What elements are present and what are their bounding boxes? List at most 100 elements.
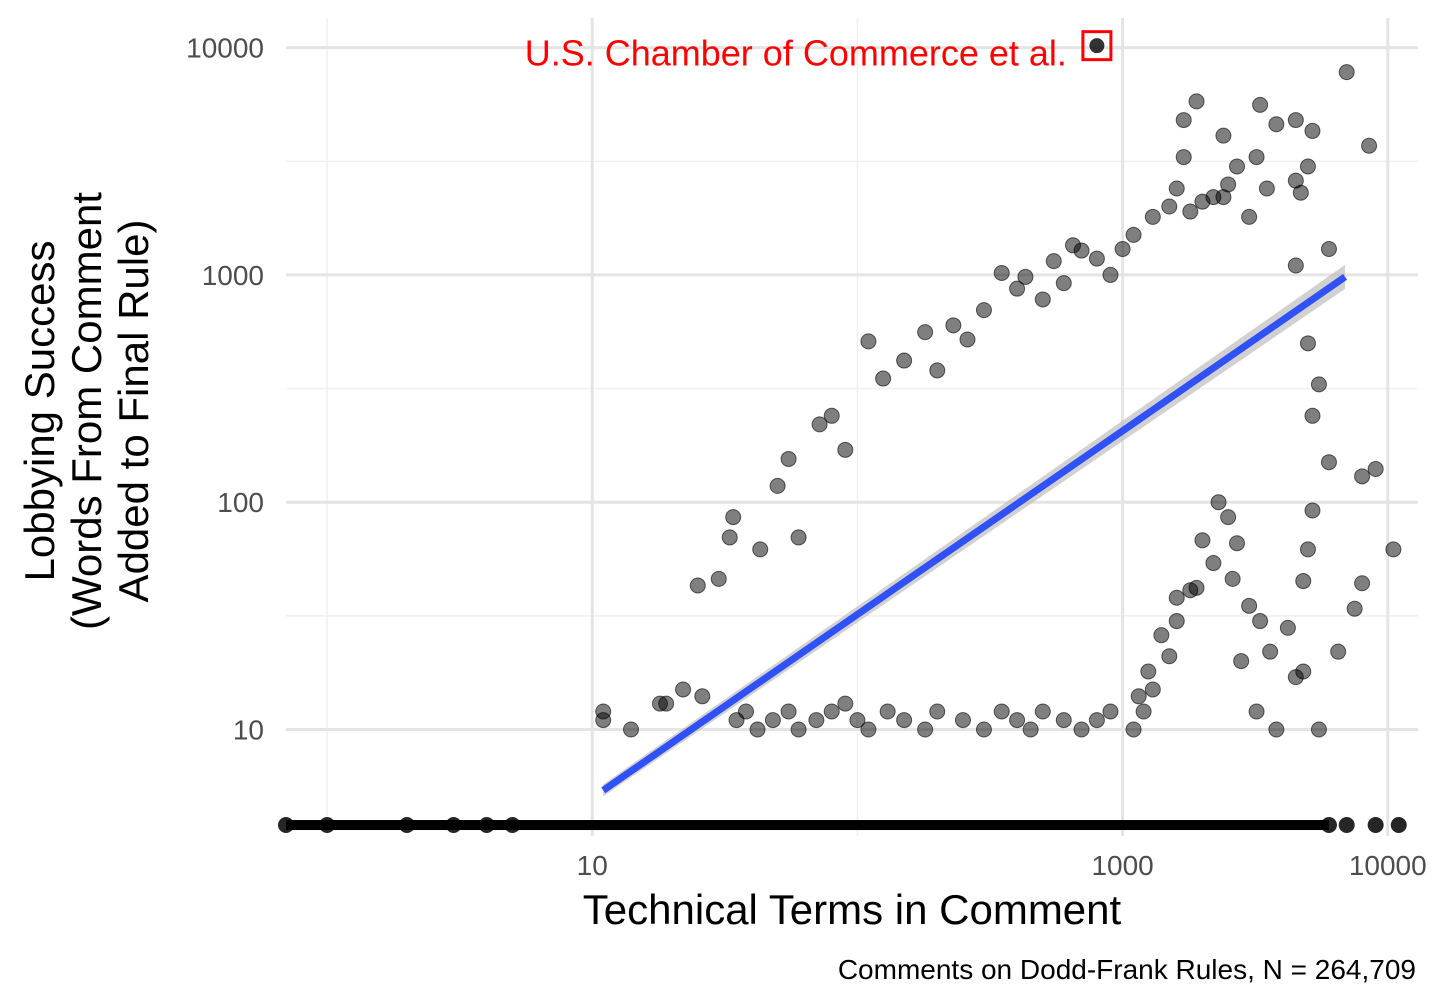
y-axis-title-line-1: Lobbying Success <box>16 241 63 582</box>
data-point-68 <box>1320 454 1337 471</box>
data-point-119 <box>860 721 877 738</box>
data-point-125 <box>780 703 797 720</box>
data-point-20 <box>896 352 913 369</box>
data-point-61 <box>1338 64 1355 81</box>
data-point-95 <box>1295 663 1312 680</box>
data-point-46 <box>1241 208 1258 225</box>
data-point-30 <box>1045 253 1062 270</box>
data-point-62 <box>1361 137 1378 154</box>
data-point-117 <box>896 712 913 729</box>
zero-band-strip <box>286 820 1329 831</box>
data-point-92 <box>1125 721 1142 738</box>
data-point-33 <box>1073 242 1090 259</box>
data-point-84 <box>1220 509 1237 526</box>
data-point-55 <box>1175 149 1192 166</box>
data-point-14 <box>790 529 807 546</box>
data-point-111 <box>1009 712 1026 729</box>
data-point-37 <box>1125 226 1142 243</box>
data-point-47 <box>1258 180 1275 197</box>
data-point-27 <box>1009 280 1026 297</box>
data-point-59 <box>1287 112 1304 129</box>
fit-line-group <box>601 264 1348 797</box>
data-point-15 <box>811 416 828 433</box>
data-point-48 <box>1268 116 1285 133</box>
y-axis-ticks: 10 100 1000 10000 <box>186 33 264 746</box>
data-point-10 <box>689 577 706 594</box>
data-point-54 <box>1215 127 1232 144</box>
data-point-122 <box>823 703 840 720</box>
data-point-109 <box>1034 703 1051 720</box>
data-point-12 <box>769 477 786 494</box>
data-point-19 <box>875 370 892 387</box>
data-point-31 <box>1055 275 1072 292</box>
data-point-5 <box>658 695 675 712</box>
data-point-24 <box>959 331 976 348</box>
zero-band-point-7 <box>1338 817 1355 834</box>
data-point-73 <box>1367 460 1384 477</box>
zero-outcome-band <box>278 817 1407 834</box>
data-point-13 <box>780 450 797 467</box>
data-point-25 <box>975 302 992 319</box>
y-tick-label-1: 100 <box>217 487 264 518</box>
data-point-28 <box>1017 268 1034 285</box>
data-point-104 <box>1130 688 1147 705</box>
data-point-107 <box>1073 721 1090 738</box>
y-axis-title: Lobbying Success (Words From Comment Add… <box>16 192 157 630</box>
highlight-label: U.S. Chamber of Commerce et al. <box>525 33 1067 74</box>
data-point-91 <box>1135 703 1152 720</box>
fit-line <box>601 274 1348 794</box>
grid <box>286 18 1418 836</box>
data-point-124 <box>790 721 807 738</box>
data-point-9 <box>725 509 742 526</box>
y-tick-label-2: 1000 <box>202 260 264 291</box>
highlight-group: U.S. Chamber of Commerce et al. <box>525 30 1113 74</box>
data-point-89 <box>1161 648 1178 665</box>
data-point-96 <box>1252 613 1269 630</box>
data-points <box>595 64 1402 738</box>
zero-band-point-5 <box>504 817 521 834</box>
data-point-57 <box>1175 112 1192 129</box>
data-point-74 <box>1385 541 1402 558</box>
data-point-116 <box>917 721 934 738</box>
data-point-8 <box>721 529 738 546</box>
data-point-97 <box>1241 597 1258 614</box>
data-point-70 <box>1299 541 1316 558</box>
data-point-50 <box>1292 184 1309 201</box>
data-point-40 <box>1168 180 1185 197</box>
data-point-76 <box>1346 600 1363 617</box>
data-point-121 <box>837 695 854 712</box>
data-point-102 <box>1153 627 1170 644</box>
data-point-112 <box>993 703 1010 720</box>
data-point-113 <box>975 721 992 738</box>
data-point-78 <box>1310 721 1327 738</box>
data-point-93 <box>1279 619 1296 636</box>
zero-band-point-4 <box>478 817 495 834</box>
data-point-85 <box>1210 494 1227 511</box>
data-point-22 <box>929 362 946 379</box>
data-point-129 <box>728 712 745 729</box>
data-point-2 <box>623 721 640 738</box>
data-point-29 <box>1034 291 1051 308</box>
highlight-point <box>1089 38 1105 54</box>
data-point-77 <box>1330 643 1347 660</box>
data-point-56 <box>1188 93 1205 110</box>
zero-band-point-2 <box>398 817 415 834</box>
data-point-21 <box>917 324 934 341</box>
data-point-39 <box>1161 198 1178 215</box>
x-axis-title: Technical Terms in Comment <box>583 886 1122 933</box>
data-point-108 <box>1055 712 1072 729</box>
x-tick-label-0: 10 <box>577 850 608 881</box>
data-point-101 <box>1168 589 1185 606</box>
data-point-105 <box>1102 703 1119 720</box>
data-point-88 <box>1168 613 1185 630</box>
data-point-120 <box>849 712 866 729</box>
data-point-118 <box>879 703 896 720</box>
data-point-81 <box>1248 703 1265 720</box>
data-point-98 <box>1224 570 1241 587</box>
data-point-66 <box>1310 376 1327 393</box>
data-point-18 <box>860 333 877 350</box>
data-point-100 <box>1188 579 1205 596</box>
data-point-64 <box>1299 335 1316 352</box>
data-point-6 <box>675 681 692 698</box>
